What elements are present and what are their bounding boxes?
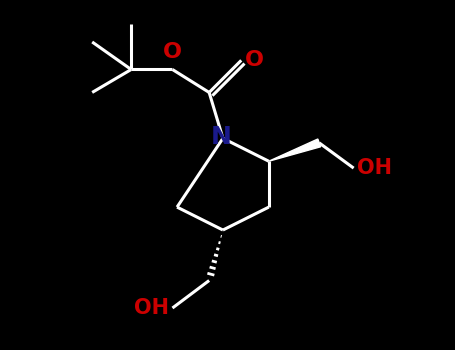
Text: N: N — [211, 125, 232, 149]
Text: O: O — [163, 42, 182, 62]
Text: O: O — [245, 50, 264, 70]
Text: OH: OH — [134, 298, 169, 318]
Polygon shape — [269, 139, 321, 161]
Text: OH: OH — [357, 158, 392, 178]
